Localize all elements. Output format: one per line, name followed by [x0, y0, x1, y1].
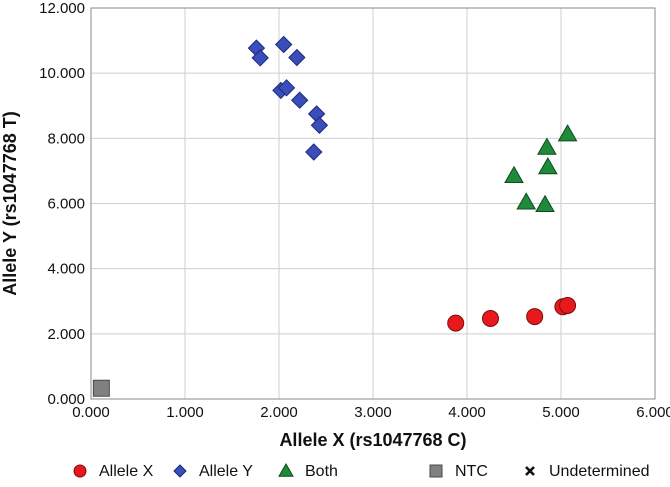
x-tick-label: 2.000 — [260, 404, 298, 421]
legend-label-undetermined: Undetermined — [549, 463, 650, 480]
legend-label-both: Both — [305, 463, 338, 480]
both-point — [557, 124, 578, 142]
x-tick-label: 5.000 — [542, 404, 580, 421]
y-axis-ticks: 0.000 2.000 4.000 6.000 8.000 10.000 12.000 — [39, 0, 85, 408]
allele-x-point — [482, 310, 499, 328]
allele-y-point — [310, 116, 329, 135]
y-tick-label: 2.000 — [47, 326, 85, 343]
legend-marker-both — [278, 462, 294, 477]
legend: Allele X Allele Y Both NTC Undetermined — [73, 462, 650, 480]
x-tick-label: 1.000 — [166, 404, 204, 421]
x-axis-title: Allele X (rs1047768 C) — [279, 430, 466, 450]
allele-x-point — [526, 308, 544, 326]
y-tick-label: 12.000 — [39, 0, 85, 17]
y-tick-label: 8.000 — [47, 130, 85, 147]
legend-label-allele-y: Allele Y — [199, 463, 253, 480]
ntc-point — [92, 379, 110, 397]
y-axis-title: Allele Y (rs1047768 T) — [0, 111, 20, 295]
x-tick-label: 6.000 — [636, 404, 670, 421]
both-point — [537, 137, 557, 155]
legend-marker-undetermined — [525, 466, 535, 476]
legend-marker-ntc — [429, 464, 443, 478]
both-point — [537, 156, 558, 175]
both-point — [535, 194, 555, 213]
allele-y-point — [290, 91, 309, 109]
allele-x-point — [559, 296, 577, 314]
allele-y-point — [305, 143, 323, 161]
x-axis-ticks: 0.000 1.000 2.000 3.000 4.000 5.000 6.000 — [72, 404, 670, 421]
both-point — [516, 192, 537, 210]
x-tick-label: 3.000 — [354, 404, 392, 421]
legend-marker-allele-y — [173, 464, 187, 478]
y-tick-label: 0.000 — [47, 391, 85, 408]
y-tick-label: 6.000 — [47, 196, 85, 213]
legend-marker-allele-x — [73, 464, 87, 478]
allele-y-point — [277, 79, 296, 97]
y-tick-label: 4.000 — [47, 261, 85, 278]
allele-y-point — [274, 35, 293, 54]
allele-x-point — [447, 314, 465, 332]
gridlines — [91, 8, 655, 399]
legend-label-ntc: NTC — [455, 463, 488, 480]
legend-label-allele-x: Allele X — [99, 463, 154, 480]
both-point — [504, 165, 524, 184]
data-points — [92, 35, 578, 397]
x-tick-label: 0.000 — [72, 404, 110, 421]
x-tick-label: 4.000 — [448, 404, 486, 421]
allele-y-point — [251, 49, 269, 67]
allele-y-point — [288, 48, 306, 67]
plot-area — [90, 7, 656, 400]
y-tick-label: 10.000 — [39, 65, 85, 82]
